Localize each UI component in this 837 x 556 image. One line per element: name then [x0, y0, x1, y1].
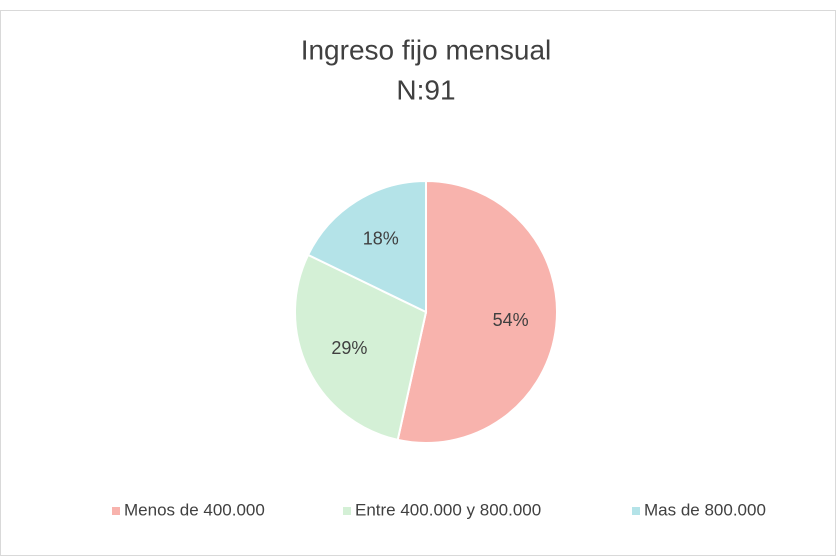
- pie-slice: [294, 253, 428, 442]
- pie-slice: [396, 179, 558, 444]
- legend-swatch: [112, 507, 120, 515]
- legend-label: Menos de 400.000: [124, 500, 265, 519]
- pie-slice: [306, 179, 427, 314]
- data-label: 54%: [493, 310, 529, 330]
- legend-swatch: [632, 507, 640, 515]
- legend-label: Entre 400.000 y 800.000: [355, 500, 541, 519]
- legend-swatch: [343, 507, 351, 515]
- data-label: 29%: [331, 338, 367, 358]
- data-label: 18%: [363, 229, 399, 249]
- chart-title: Ingreso fijo mensual: [301, 34, 552, 65]
- legend-label: Mas de 800.000: [644, 500, 766, 519]
- chart-subtitle: N:91: [396, 74, 455, 105]
